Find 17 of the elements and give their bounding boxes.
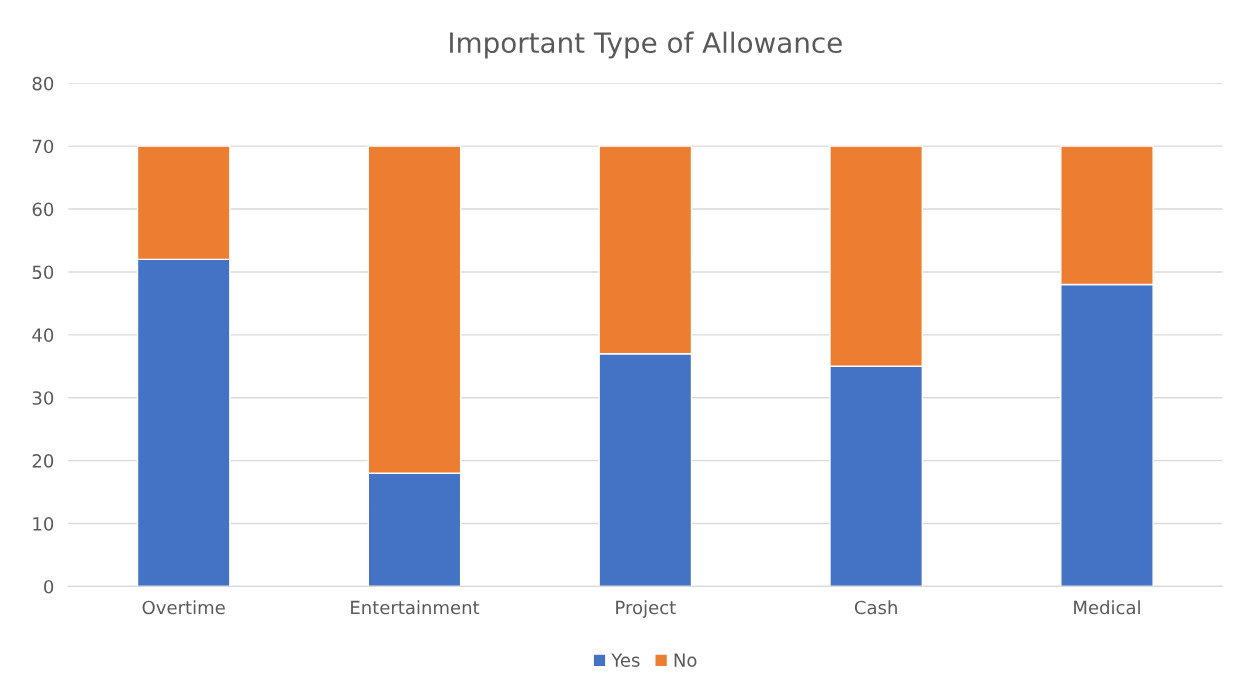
x-tick-label: Cash: [854, 600, 897, 615]
y-tick-label: 80: [32, 76, 54, 91]
x-tick-label: Medical: [1074, 600, 1140, 615]
x-tick-label: Overtime: [142, 600, 225, 615]
x-tick-label: Project: [616, 600, 676, 618]
y-tick-label: 50: [32, 265, 54, 280]
y-tick-label: 70: [32, 139, 54, 154]
x-tick-label: Entertainment: [351, 600, 480, 615]
y-tick-label: 10: [33, 517, 54, 531]
y-tick-label: 0: [44, 579, 54, 594]
y-tick-label: 20: [32, 454, 54, 468]
y-tick-label: 30: [32, 391, 54, 405]
y-tick-label: 40: [32, 328, 54, 342]
legend-label: No: [674, 653, 697, 667]
chart-title: Important Type of Allowance: [450, 31, 842, 59]
legend-label: Yes: [611, 653, 640, 667]
y-tick-label: 60: [32, 202, 54, 217]
